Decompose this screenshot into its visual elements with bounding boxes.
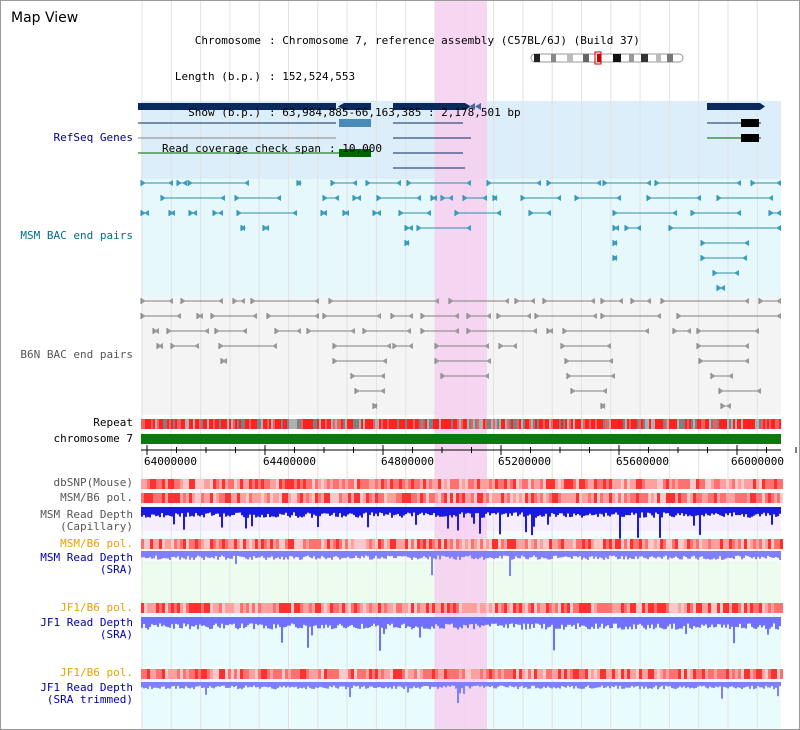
- msm-read-depth-sra-track[interactable]: [141, 551, 781, 576]
- msm-b6-pol-track-2[interactable]: [141, 539, 783, 549]
- axis-tick-label: 66000000: [731, 455, 784, 468]
- jf1-read-depth-trimmed-track[interactable]: [141, 682, 781, 704]
- msm-depth-cap-label-1: MSM Read Depth: [40, 508, 133, 521]
- refseq-gene-models[interactable]: [138, 103, 765, 169]
- repeat-label: Repeat: [93, 416, 133, 429]
- jf1-read-depth-sra-track[interactable]: [141, 617, 781, 651]
- msm-depth-cap-label-2: (Capillary): [60, 520, 133, 533]
- length-value: : 152,524,553: [269, 70, 356, 83]
- msm-bac-label[interactable]: MSM BAC end pairs: [20, 229, 133, 242]
- repeat-track[interactable]: [141, 419, 781, 429]
- coverage-value: : 10,000: [329, 142, 382, 155]
- chromosome-label-track: chromosome 7: [53, 432, 133, 445]
- dbsnp-track[interactable]: [141, 479, 783, 489]
- jf1-depth-sra-label-2: (SRA): [99, 628, 133, 641]
- jf1-b6-pol-track-2[interactable]: [141, 669, 783, 679]
- chromosome-value: : Chromosome 7, reference assembly (C57B…: [269, 34, 640, 47]
- jf1-depth-trim-label-2: (SRA trimmed): [46, 693, 133, 706]
- axis-tick-label: 65600000: [616, 455, 669, 468]
- msm-depth-sra-label-1: MSM Read Depth: [40, 551, 133, 564]
- length-label: Length (b.p.): [174, 70, 261, 83]
- msm-depth-sra-label-2: (SRA): [99, 563, 133, 576]
- coverage-label: Read coverage check span: [162, 142, 321, 155]
- axis-tick-label: 65200000: [498, 455, 551, 468]
- refseq-genes-label[interactable]: RefSeq Genes: [53, 131, 133, 144]
- jf1-b6-pol-track[interactable]: [141, 603, 783, 613]
- jf1-b6-pol-label-2: JF1/B6 pol.: [60, 666, 133, 679]
- chromosome-ideogram[interactable]: [530, 51, 684, 65]
- dbsnp-label: dbSNP(Mouse): [53, 476, 133, 489]
- page-title: Map View: [11, 10, 79, 26]
- jf1-depth-sra-label-1: JF1 Read Depth: [40, 616, 133, 629]
- axis-tick-label: 64000000: [144, 455, 197, 468]
- msm-b6-pol-track[interactable]: [141, 493, 783, 503]
- chromosome-bar[interactable]: [141, 434, 781, 444]
- chromosome-info: Chromosome : Chromosome 7, reference asse…: [149, 11, 640, 167]
- jf1-b6-pol-label: JF1/B6 pol.: [60, 601, 133, 614]
- axis-tick-label: 64800000: [381, 455, 434, 468]
- b6n-bac-pairs[interactable]: [140, 298, 781, 409]
- b6n-bac-label[interactable]: B6N BAC end pairs: [20, 348, 133, 361]
- msm-bac-pairs[interactable]: [140, 180, 781, 291]
- jf1-depth-trim-label-1: JF1 Read Depth: [40, 681, 133, 694]
- msm-b6-pol-label-2: MSM/B6 pol.: [60, 537, 133, 550]
- msm-b6-pol-label: MSM/B6 pol.: [60, 491, 133, 504]
- chromosome-label: Chromosome: [194, 34, 261, 47]
- show-label: Show (b.p.): [188, 106, 261, 119]
- axis-tick-label: 64400000: [263, 455, 316, 468]
- show-value: : 63,984,885-66,163,385 : 2,178,501 bp: [269, 106, 521, 119]
- coordinate-axis: [141, 445, 797, 455]
- msm-read-depth-capillary-track[interactable]: [141, 507, 781, 539]
